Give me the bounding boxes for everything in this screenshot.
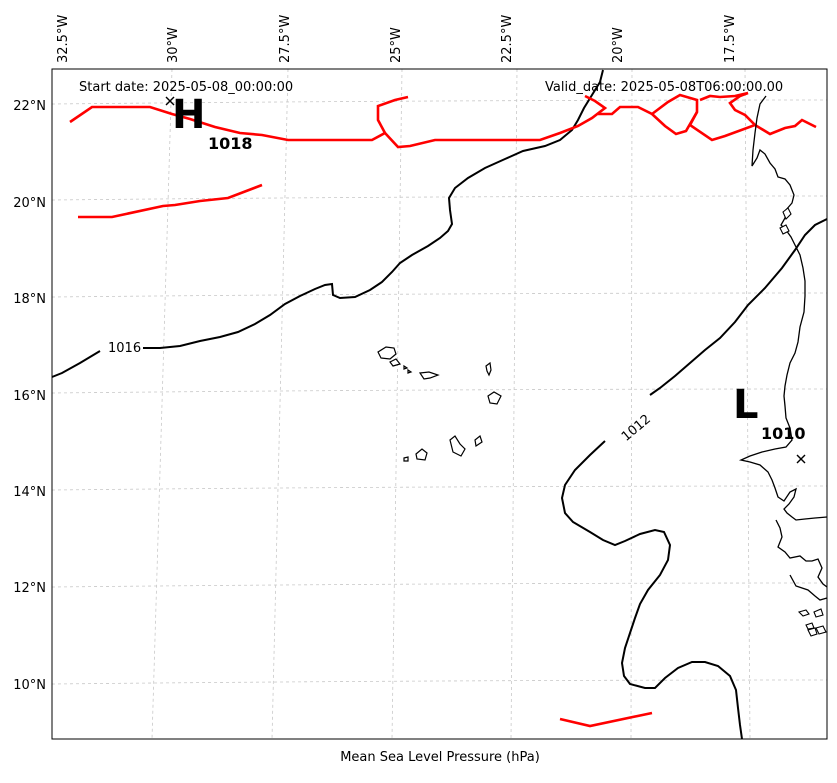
isobar-label-1016: 1016: [108, 341, 141, 356]
latitude-ticks: 22°N 20°N 18°N 16°N 14°N 12°N 10°N: [13, 99, 46, 693]
longitude-ticks: 32.5°W 30°W 27.5°W 25°W 22.5°W 20°W 17.5…: [56, 15, 738, 63]
low-pressure-value: 1010: [761, 424, 806, 443]
map-background: [52, 69, 827, 739]
start-date-label: Start date: 2025-05-08_00:00:00: [79, 80, 293, 95]
high-center-marker: [165, 96, 175, 106]
high-pressure-symbol: H: [172, 92, 205, 138]
lat-tick-label: 18°N: [13, 292, 46, 307]
lat-tick-label: 10°N: [13, 678, 46, 693]
bijagos-islands: [779, 207, 827, 637]
low-center-marker: [796, 454, 806, 464]
high-pressure-value: 1018: [208, 134, 253, 153]
highlight-contours: [69, 91, 817, 728]
lon-tick-label: 32.5°W: [56, 15, 71, 63]
isobar-1012: [560, 218, 828, 740]
lon-tick-label: 20°W: [611, 27, 626, 63]
isobar-1016: [51, 69, 604, 378]
map-frame: [51, 68, 828, 740]
lon-tick-label: 22.5°W: [500, 15, 515, 63]
valid-date-label: Valid_date: 2025-05-08T06:00:00.00: [545, 80, 783, 95]
low-pressure-symbol: L: [733, 382, 759, 428]
lat-tick-label: 12°N: [13, 581, 46, 596]
lat-tick-label: 14°N: [13, 485, 46, 500]
lat-tick-label: 20°N: [13, 196, 46, 211]
lat-tick-label: 22°N: [13, 99, 46, 114]
lat-tick-label: 16°N: [13, 389, 46, 404]
african-coastline: [738, 95, 828, 601]
lon-tick-label: 27.5°W: [278, 15, 293, 63]
lon-tick-label: 30°W: [166, 27, 181, 63]
lon-tick-label: 17.5°W: [723, 15, 738, 63]
lon-tick-label: 25°W: [389, 27, 404, 63]
cape-verde-islands: [377, 346, 502, 462]
x-axis-label: Mean Sea Level Pressure (hPa): [340, 750, 540, 765]
